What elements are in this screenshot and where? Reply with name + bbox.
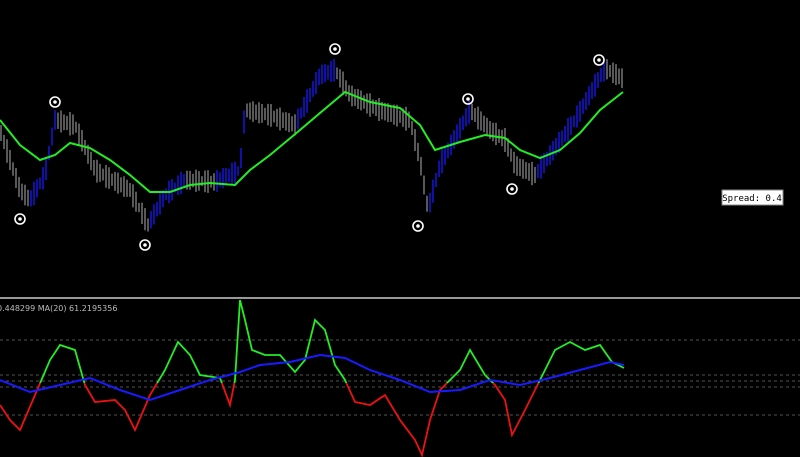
marker-dot (333, 47, 337, 51)
signal-markers (14, 43, 605, 251)
indicator-label: 0.448299 MA(20) 61.2195356 (0, 304, 117, 313)
oscillator-ma (0, 353, 625, 402)
marker-dot (466, 97, 470, 101)
marker-ring (329, 43, 341, 55)
spread-box (721, 189, 784, 206)
marker-ring (14, 213, 26, 225)
marker-ring (593, 54, 605, 66)
moving-average (0, 90, 624, 193)
marker-ring (139, 239, 151, 251)
marker-dot (510, 187, 514, 191)
marker-ring (49, 96, 61, 108)
marker-ring (506, 183, 518, 195)
marker-dot (143, 243, 147, 247)
marker-dot (18, 217, 22, 221)
levels (0, 339, 800, 416)
marker-dot (597, 58, 601, 62)
price-bars (0, 57, 623, 232)
marker-ring (462, 93, 474, 105)
marker-dot (53, 100, 57, 104)
spread-label: Spread: 0.4 (722, 194, 782, 204)
oscillator-up (39, 300, 625, 383)
marker-ring (412, 220, 424, 232)
oscillator-down (0, 383, 540, 457)
marker-dot (416, 224, 420, 228)
oscillator (0, 300, 625, 457)
